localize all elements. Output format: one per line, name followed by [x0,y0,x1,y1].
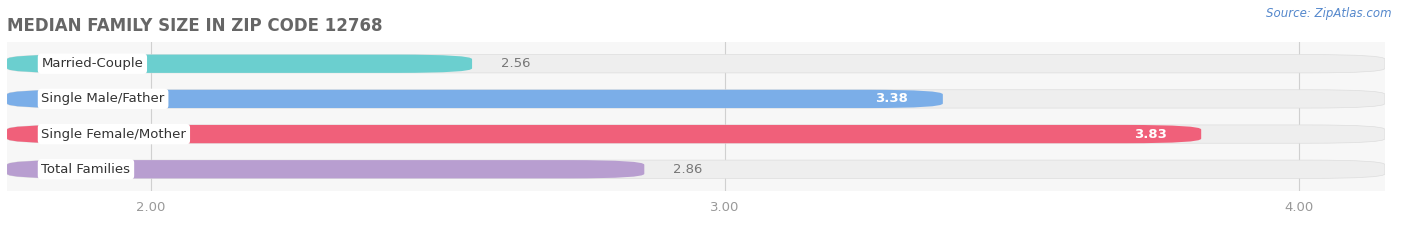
Text: 2.86: 2.86 [673,163,703,176]
FancyBboxPatch shape [7,160,644,178]
Text: 3.83: 3.83 [1133,128,1167,140]
Text: MEDIAN FAMILY SIZE IN ZIP CODE 12768: MEDIAN FAMILY SIZE IN ZIP CODE 12768 [7,17,382,35]
FancyBboxPatch shape [7,160,1385,178]
Text: 3.38: 3.38 [876,93,908,105]
Text: 2.56: 2.56 [501,57,530,70]
Text: Single Male/Father: Single Male/Father [42,93,165,105]
FancyBboxPatch shape [7,55,472,73]
Text: Married-Couple: Married-Couple [42,57,143,70]
Text: Single Female/Mother: Single Female/Mother [42,128,187,140]
FancyBboxPatch shape [7,125,1385,143]
FancyBboxPatch shape [7,125,1201,143]
FancyBboxPatch shape [7,55,1385,73]
FancyBboxPatch shape [7,90,943,108]
Text: Total Families: Total Families [42,163,131,176]
FancyBboxPatch shape [7,90,1385,108]
Text: Source: ZipAtlas.com: Source: ZipAtlas.com [1267,7,1392,20]
